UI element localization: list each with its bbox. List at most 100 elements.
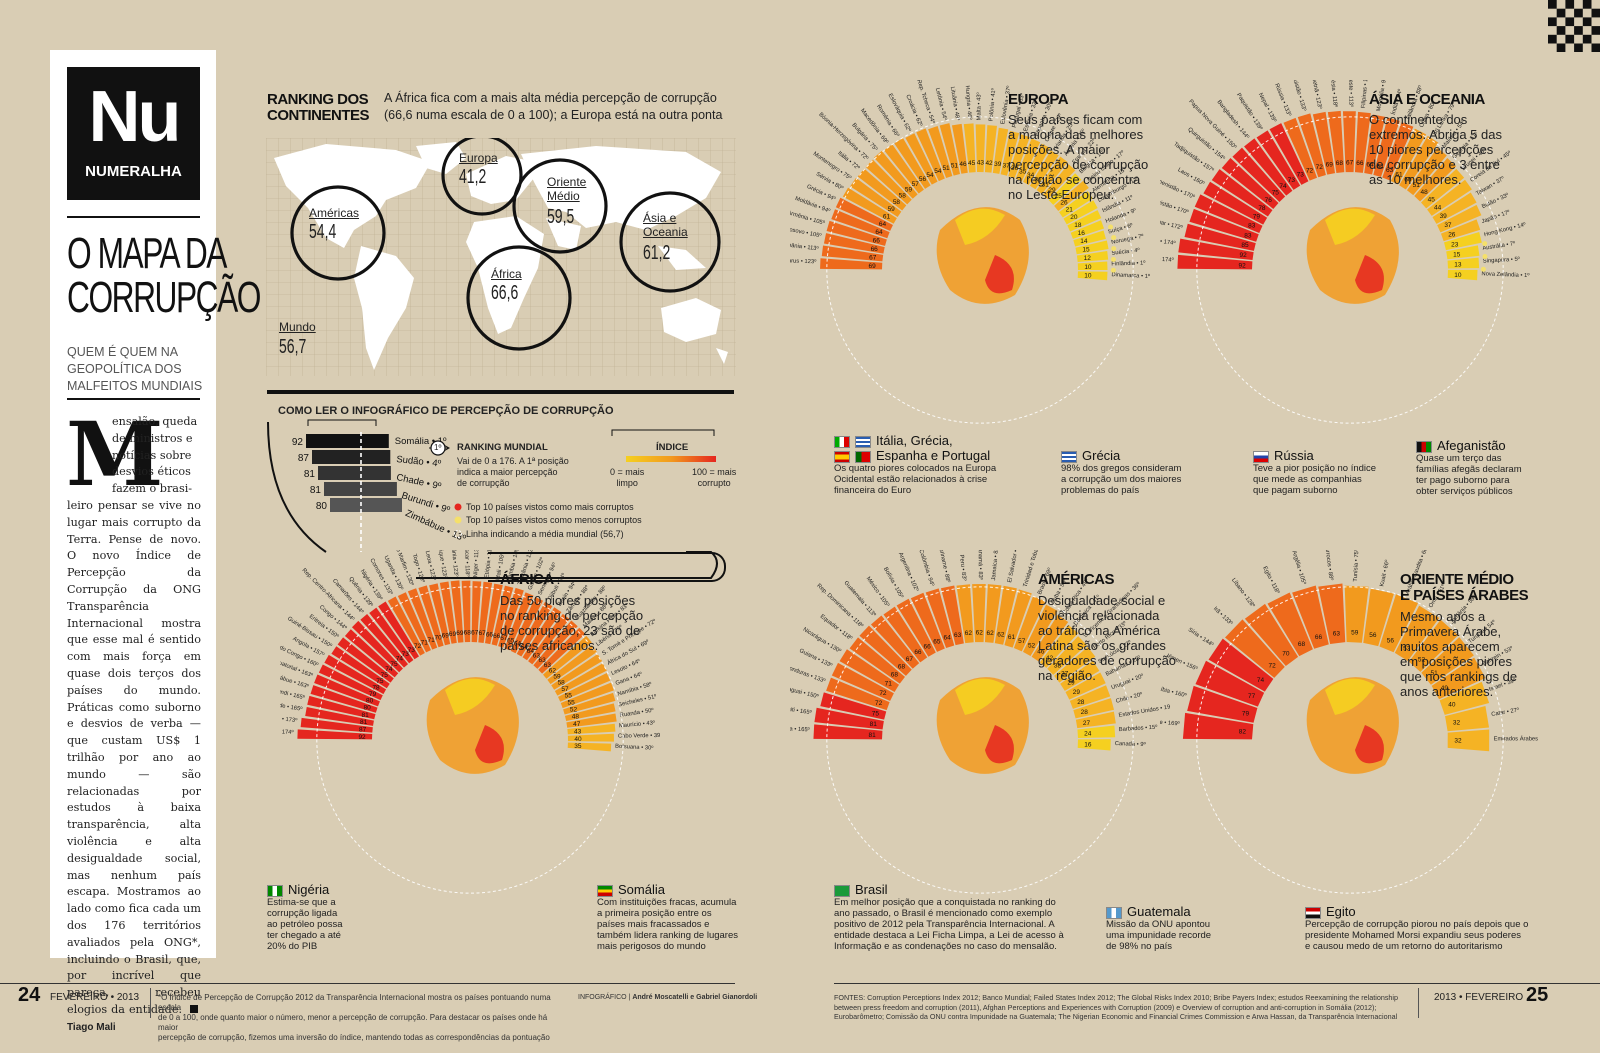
bar-sta-lucia bbox=[1060, 660, 1100, 691]
value-indonesia: 68 bbox=[1336, 160, 1344, 167]
howto-bar-chade bbox=[318, 466, 391, 480]
value-iemen: 77 bbox=[1248, 693, 1256, 700]
label-paraguai: Paraguai • 150º bbox=[790, 683, 820, 700]
value-sta-lucia: 29 bbox=[1067, 679, 1075, 686]
value-reino-unido: 26 bbox=[1060, 200, 1068, 207]
bar-chade bbox=[305, 707, 374, 726]
label-cabo-verde: Cabo Verde • 39º bbox=[618, 732, 660, 740]
label-noruega: Noruega • 7º bbox=[1111, 233, 1145, 246]
label-argentina: Argentina • 102º bbox=[897, 551, 920, 593]
americas-caption-2: Guatemala Missão da ONU apontou uma impun… bbox=[1106, 904, 1212, 952]
bar-porto-rico bbox=[1054, 646, 1096, 683]
footer-sources: FONTES: Corruption Perceptions Index 201… bbox=[834, 993, 1399, 1021]
value-ruanda: 47 bbox=[573, 721, 581, 728]
value-gana: 55 bbox=[567, 700, 575, 707]
bar-alemanha bbox=[1059, 191, 1093, 218]
end-square-icon bbox=[190, 1004, 198, 1013]
label-egito: Egito • 118º bbox=[1261, 565, 1281, 596]
bar-servia bbox=[842, 187, 897, 224]
bar-polonia bbox=[984, 125, 997, 173]
value-barbados: 24 bbox=[1084, 731, 1092, 738]
value-dominica: 42 bbox=[1046, 655, 1054, 662]
value-liberia: 59 bbox=[553, 674, 561, 681]
value-paraguai: 75 bbox=[872, 711, 880, 718]
label-afeganistao: Afeganistão • 174º bbox=[1160, 233, 1177, 247]
value-guiana: 72 bbox=[879, 690, 887, 697]
bar-guiana bbox=[831, 662, 894, 701]
label-africa: África bbox=[491, 267, 522, 281]
asia-desc: O continente dos extremos. Abriga 5 das 10… bbox=[1369, 112, 1502, 187]
value-luxemburgo: 20 bbox=[1070, 214, 1078, 221]
label-catar: Catar • 27º bbox=[1491, 706, 1521, 718]
value-croacia: 54 bbox=[934, 168, 942, 175]
value-dinamarca: 10 bbox=[1084, 273, 1092, 280]
world-average-line bbox=[826, 586, 1134, 894]
bar-peru bbox=[956, 584, 974, 644]
value-hungria: 45 bbox=[968, 160, 976, 167]
value-papua-nova-guine: 75 bbox=[1272, 189, 1280, 196]
value-etiopia: 67 bbox=[478, 630, 486, 637]
bar-guatemala bbox=[870, 615, 920, 669]
value-camaroes: 74 bbox=[396, 656, 404, 663]
bar-bulgaria bbox=[873, 150, 918, 199]
value-finlandia: 10 bbox=[1084, 264, 1092, 271]
label-el-salvador: El Salvador • 83º bbox=[1006, 550, 1021, 583]
europe-heading: EUROPA bbox=[1008, 91, 1069, 108]
bar-s-vicente-e-granadinas bbox=[1047, 636, 1087, 675]
value-belarus: 69 bbox=[868, 263, 876, 270]
top10-clean-dot bbox=[1482, 254, 1488, 260]
bar-franca bbox=[1042, 164, 1076, 200]
value-espanha: 35 bbox=[1019, 168, 1027, 175]
label-coreia-do-norte: Coreia do Norte • 174º bbox=[1160, 254, 1175, 264]
value-trinidad-e-tobago: 61 bbox=[1008, 634, 1016, 641]
bar-arabia-saudita bbox=[1379, 594, 1419, 653]
value-islandia: 18 bbox=[1074, 222, 1082, 229]
bar-gabao bbox=[504, 592, 534, 651]
howto-value-burundi: 81 bbox=[310, 485, 322, 496]
bar-finlandia bbox=[1077, 261, 1108, 270]
bar-eslovaquia bbox=[905, 133, 938, 185]
bar-costa-rica bbox=[1031, 614, 1069, 662]
bar-cazaquistao bbox=[1297, 113, 1326, 178]
bar-taiwan bbox=[1432, 192, 1477, 224]
value-italia: 58 bbox=[893, 199, 901, 206]
value-turcomenistao: 83 bbox=[1248, 223, 1256, 230]
bar-hungria bbox=[963, 123, 976, 173]
value-eslovaquia: 54 bbox=[926, 172, 934, 179]
value-holanda: 16 bbox=[1078, 230, 1086, 237]
bar-romenia bbox=[894, 138, 931, 189]
europe-caption-2: Grécia 98% dos gregos consideram a corrup… bbox=[1061, 448, 1182, 496]
value-costa-rica: 46 bbox=[1037, 648, 1045, 655]
value-canada: 16 bbox=[1084, 741, 1092, 748]
bar-guine-equatorial bbox=[314, 674, 380, 707]
value-mongolia: 64 bbox=[1366, 161, 1374, 168]
americas-heading: AMÉRICAS bbox=[1038, 571, 1115, 588]
bar-nepal bbox=[1269, 123, 1309, 185]
bar-eslovenia bbox=[992, 127, 1009, 174]
flag-somalia-icon bbox=[597, 884, 613, 897]
bar-gana bbox=[560, 682, 614, 709]
value-israel: 40 bbox=[1448, 702, 1456, 709]
label-singapura: Singapura • 5º bbox=[1483, 256, 1521, 265]
value-africa: 66,6 bbox=[491, 282, 519, 304]
world-average-line bbox=[1196, 586, 1504, 894]
numeralha-logo: Nu NUMERALHA bbox=[67, 67, 200, 200]
label-emirados-arabes-unidos: Emirados Árabes Unidos • 27º bbox=[1494, 735, 1540, 742]
top10-clean-dot bbox=[1111, 235, 1117, 241]
rank-badge: 1º bbox=[434, 443, 442, 452]
label-europe: Europa bbox=[459, 151, 498, 165]
top10-clean-dot bbox=[1110, 256, 1116, 262]
top10-clean-dot bbox=[1482, 241, 1488, 247]
label-australia: Austrália • 7º bbox=[1482, 240, 1517, 252]
label-bolivia: Bolívia • 105º bbox=[882, 566, 905, 600]
value-japao: 26 bbox=[1448, 231, 1456, 238]
africa-caption-2: Somália Com instituições fracas, acumula… bbox=[597, 882, 738, 952]
value-mocambique: 69 bbox=[449, 631, 457, 638]
label-letonia: Letônia • 54º bbox=[934, 87, 949, 121]
bar-eritreia bbox=[337, 637, 394, 683]
bar-bahrein bbox=[1431, 657, 1486, 700]
howto-title: COMO LER O INFOGRÁFICO DE PERCEPÇÃO DE C… bbox=[278, 405, 614, 417]
value-chile: 28 bbox=[1081, 709, 1089, 716]
asia-heading: ÁSIA E OCEANIA bbox=[1369, 91, 1485, 108]
value-suecia: 12 bbox=[1084, 255, 1092, 262]
